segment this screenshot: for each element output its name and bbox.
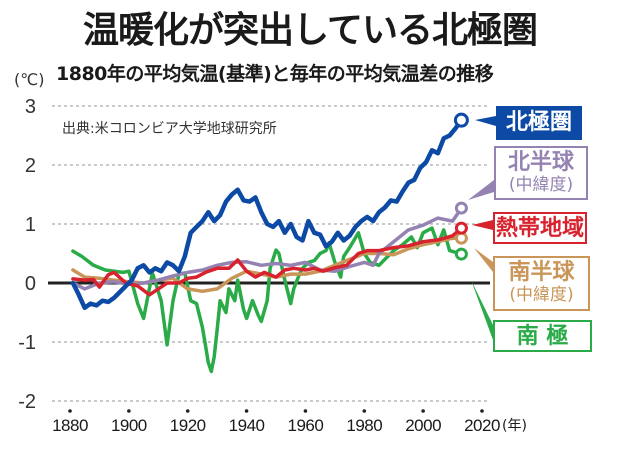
x-tick-mark [303, 409, 308, 413]
y-tick-label: 2 [25, 155, 36, 177]
y-tick-label: -1 [18, 332, 36, 354]
x-tick-label: 1900 [111, 416, 147, 435]
legend-sublabel: (中緯度) [508, 175, 574, 195]
legend-label: 南半球 [508, 260, 575, 285]
legend-pointer-arctic [475, 116, 496, 126]
source-note: 出典:米コロンビア大学地球研究所 [62, 121, 277, 137]
legend-sublabel: (中緯度) [509, 285, 574, 305]
series-endpoint-tropics [454, 221, 468, 235]
legend-item-north: 北半球 (中緯度) [494, 146, 588, 200]
y-tick-label: 3 [25, 96, 36, 118]
x-tick-label: 2020 [464, 416, 500, 435]
y-tick-label: 0 [25, 273, 36, 295]
legend-label: 南 極 [516, 324, 569, 349]
y-tick-label: -2 [18, 391, 36, 413]
x-tick-label: 1960 [288, 416, 324, 435]
y-tick-label: 1 [25, 214, 36, 236]
series-line-antarctic [71, 226, 464, 374]
x-tick-label: 1920 [170, 416, 206, 435]
x-tick-label: 1940 [229, 416, 265, 435]
legend-label: 北極圏 [505, 110, 572, 135]
legend-item-south: 南半球 (中緯度) [493, 256, 590, 311]
x-tick-mark [421, 409, 425, 413]
series-line-north [71, 206, 464, 291]
x-tick-label: 1980 [346, 416, 382, 435]
x-tick-label: 1880 [52, 416, 88, 435]
series-endpoint-arctic [453, 112, 469, 128]
x-tick-mark [362, 409, 367, 413]
legend-label: 熱帯地域 [495, 216, 584, 241]
x-tick-mark [480, 409, 484, 413]
legend-pointer-tropics [472, 220, 493, 230]
legend-pointer-antarctic [471, 280, 493, 340]
legend-item-arctic: 北極圏 [496, 106, 582, 140]
legend-pointer-south [474, 248, 493, 272]
series-endpoint-north [454, 201, 468, 215]
x-tick-mark [68, 409, 72, 413]
series-line-arctic [70, 117, 464, 311]
x-tick-mark [127, 409, 131, 413]
series-endpoint-south [454, 231, 468, 245]
legend-label: 北半球 [507, 150, 574, 175]
x-tick-label: 2000 [405, 416, 441, 435]
legend-pointer-north [468, 180, 494, 200]
series-endpoint-antarctic [454, 247, 468, 261]
y-axis-unit: (℃) [14, 70, 45, 89]
chart-subtitle: 1880年の平均気温(基準)と毎年の平均気温差の推移 [56, 63, 494, 85]
chart-title: 温暖化が突出している北極圏 [83, 10, 538, 51]
legend-item-tropics: 熱帯地域 [493, 212, 587, 244]
x-tick-mark [244, 409, 249, 413]
x-axis-unit: (年) [502, 418, 527, 434]
legend-item-antarctic: 南 極 [493, 320, 592, 352]
x-tick-mark [185, 409, 190, 413]
